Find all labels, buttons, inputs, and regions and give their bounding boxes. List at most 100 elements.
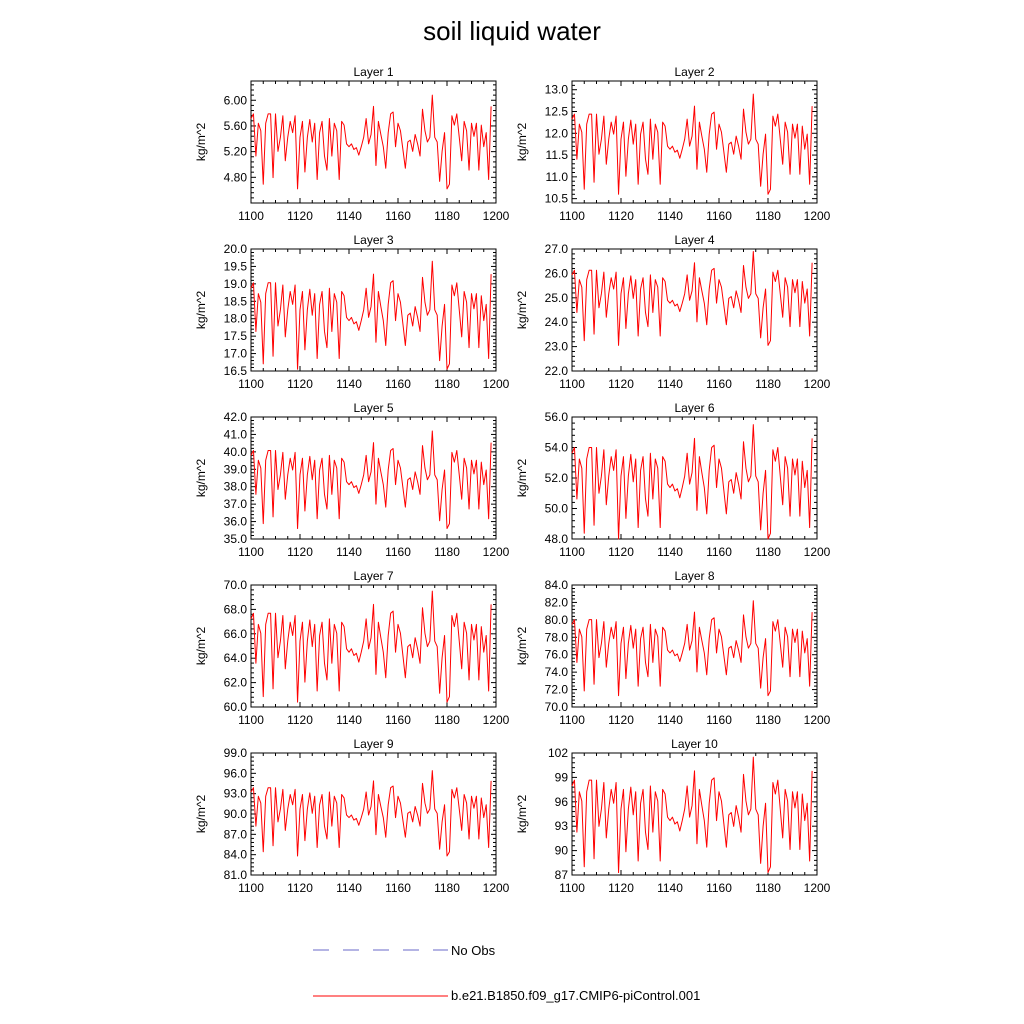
y-tick-label: 17.0 [224, 347, 248, 361]
y-axis-label: kg/m^2 [515, 291, 529, 330]
x-tick-label: 1140 [336, 881, 362, 895]
y-tick-label: 60.0 [224, 700, 248, 714]
y-tick-label: 37.0 [224, 497, 248, 511]
y-tick-label: 70.0 [545, 700, 569, 714]
legend-label-model: b.e21.B1850.f09_g17.CMIP6-piControl.001 [451, 988, 700, 1003]
panel-title: Layer 9 [353, 737, 393, 751]
x-tick-label: 1100 [238, 545, 264, 559]
x-tick-label: 1100 [559, 881, 585, 895]
x-tick-label: 1120 [287, 713, 313, 727]
y-tick-label: 12.0 [545, 126, 569, 140]
x-tick-label: 1200 [483, 881, 510, 895]
y-tick-label: 38.0 [224, 480, 248, 494]
x-tick-label: 1120 [608, 881, 634, 895]
x-tick-label: 1140 [657, 881, 683, 895]
series-line [250, 590, 492, 703]
x-tick-label: 1100 [238, 881, 264, 895]
x-tick-label: 1120 [608, 713, 634, 727]
panels: Layer 1 1100 1120 1140 1160 1180 1200 4.80 5.20 5… [194, 65, 831, 895]
x-tick-label: 1180 [755, 209, 781, 223]
x-tick-label: 1120 [608, 209, 634, 223]
x-tick-label: 1140 [336, 377, 362, 391]
series-line [571, 250, 813, 346]
x-tick-label: 1200 [804, 377, 831, 391]
y-tick-label: 35.0 [224, 532, 248, 546]
y-tick-label: 26.0 [545, 266, 569, 280]
panel-title: Layer 1 [353, 65, 393, 79]
y-tick-label: 74.0 [545, 665, 569, 679]
x-tick-label: 1180 [434, 545, 460, 559]
y-axis-label: kg/m^2 [515, 627, 529, 666]
y-axis-label: kg/m^2 [515, 459, 529, 498]
series-line [250, 430, 492, 530]
y-tick-label: 82.0 [545, 595, 569, 609]
series-line [250, 770, 492, 857]
series-line [571, 756, 813, 874]
y-axis-label: kg/m^2 [194, 627, 208, 666]
y-tick-label: 36.0 [224, 515, 248, 529]
y-tick-label: 90 [555, 844, 569, 858]
x-tick-label: 1180 [755, 881, 781, 895]
legend: No Obs b.e21.B1850.f09_g17.CMIP6-piContr… [313, 943, 700, 1003]
x-tick-label: 1160 [706, 713, 732, 727]
plot-frame [250, 752, 497, 876]
x-tick-label: 1140 [336, 713, 362, 727]
y-tick-label: 93 [555, 819, 569, 833]
y-tick-label: 72.0 [545, 683, 569, 697]
y-tick-label: 64.0 [224, 651, 248, 665]
panel-layer-2: Layer 2 1100 1120 1140 1160 1180 1200 10.5 11.0 1… [515, 65, 831, 223]
y-tick-label: 41.0 [224, 427, 248, 441]
y-tick-label: 48.0 [545, 532, 569, 546]
y-axis-label: kg/m^2 [194, 459, 208, 498]
y-tick-label: 90.0 [224, 807, 248, 821]
y-tick-label: 4.80 [224, 170, 248, 184]
y-tick-label: 11.5 [546, 148, 569, 162]
x-tick-label: 1160 [706, 377, 732, 391]
y-tick-label: 17.5 [224, 329, 248, 343]
x-tick-label: 1200 [804, 881, 831, 895]
x-tick-label: 1120 [287, 209, 313, 223]
panel-title: Layer 7 [353, 569, 393, 583]
y-tick-label: 96.0 [224, 766, 248, 780]
panel-layer-4: Layer 4 1100 1120 1140 1160 1180 1200 22.0 23.0 2… [515, 233, 831, 391]
panel-layer-9: Layer 9 1100 1120 1140 1160 1180 1200 81.0 84.0 8… [194, 737, 510, 895]
x-tick-label: 1140 [336, 545, 362, 559]
x-tick-label: 1200 [804, 545, 831, 559]
x-tick-label: 1160 [706, 881, 732, 895]
x-tick-label: 1120 [287, 377, 313, 391]
y-tick-label: 84.0 [545, 578, 569, 592]
x-tick-label: 1180 [434, 881, 460, 895]
x-tick-label: 1160 [706, 545, 732, 559]
x-tick-label: 1140 [657, 377, 683, 391]
y-tick-label: 20.0 [224, 242, 248, 256]
x-tick-label: 1180 [434, 209, 460, 223]
x-tick-label: 1160 [706, 209, 732, 223]
y-tick-label: 76.0 [545, 648, 569, 662]
y-tick-label: 18.0 [224, 312, 248, 326]
y-tick-label: 5.60 [224, 119, 248, 133]
y-tick-label: 78.0 [545, 630, 569, 644]
x-tick-label: 1180 [755, 377, 781, 391]
x-tick-label: 1200 [804, 713, 831, 727]
y-tick-label: 84.0 [224, 848, 248, 862]
y-tick-label: 40.0 [224, 445, 248, 459]
series-line [250, 94, 492, 190]
panel-layer-10: Layer 10 1100 1120 1140 1160 1180 1200 87 90 93 96… [515, 737, 831, 895]
x-tick-label: 1100 [559, 545, 585, 559]
y-tick-label: 10.5 [545, 192, 569, 206]
y-tick-label: 12.5 [545, 105, 569, 119]
panel-title: Layer 5 [353, 401, 393, 415]
y-axis-label: kg/m^2 [515, 123, 529, 162]
x-tick-label: 1120 [287, 545, 313, 559]
y-tick-label: 81.0 [224, 868, 248, 882]
x-tick-label: 1100 [559, 209, 585, 223]
y-tick-label: 66.0 [224, 627, 248, 641]
panel-layer-7: Layer 7 1100 1120 1140 1160 1180 1200 60.0 62.0 6… [194, 569, 510, 727]
y-tick-label: 22.0 [545, 364, 569, 378]
x-tick-label: 1180 [755, 545, 781, 559]
y-tick-label: 18.5 [224, 294, 248, 308]
y-tick-label: 80.0 [545, 613, 569, 627]
y-tick-label: 27.0 [545, 242, 569, 256]
series-line [571, 600, 813, 697]
panel-title: Layer 4 [674, 233, 714, 247]
